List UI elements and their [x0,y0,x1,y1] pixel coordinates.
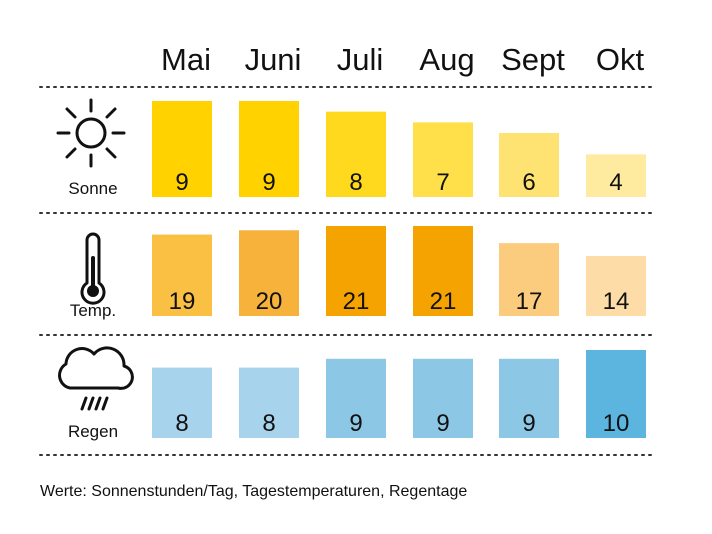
bar-regen-okt [586,350,646,438]
rain-cloud-icon [58,346,134,411]
row-label-temp: Temp. [70,301,116,320]
bar-sonne-juni [239,101,299,197]
bar-regen-sept [499,358,559,438]
value-label: 10 [603,410,630,437]
value-label: 17 [516,288,543,315]
month-label-juli: Juli [337,42,384,77]
value-label: 4 [609,169,622,196]
bar-temp-sept [499,243,559,316]
bar-temp-mai [152,234,212,316]
bar-sonne-sept [499,133,559,197]
bar-regen-juni [239,367,299,438]
month-label-juni: Juni [245,42,302,77]
value-label: 9 [436,410,449,437]
value-label: 21 [343,288,370,315]
value-label: 9 [522,410,535,437]
value-label: 14 [603,288,630,315]
footnote: Werte: Sonnenstunden/Tag, Tagestemperatu… [40,483,467,500]
bar-sonne-okt [586,154,646,197]
month-label-aug: Aug [419,42,474,77]
month-labels: Mai Juni Juli Aug Sept Okt [161,42,644,77]
value-label: 20 [256,288,283,315]
value-label: 7 [436,169,449,196]
bar-sonne-juli [326,111,386,197]
value-label: 8 [262,410,275,437]
bars-group: 9 9 8 7 6 4 19 20 21 21 17 14 8 8 9 9 9 10 [152,101,646,438]
bar-temp-aug [413,226,473,316]
bar-temp-juni [239,230,299,316]
bar-regen-mai [152,367,212,438]
bar-temp-juli [326,226,386,316]
bar-regen-juli [326,358,386,438]
value-label: 19 [169,288,196,315]
value-label: 9 [262,169,275,196]
month-label-mai: Mai [161,42,211,77]
value-label: 8 [175,410,188,437]
thermometer-icon [80,232,106,305]
month-label-okt: Okt [596,42,645,77]
row-label-sonne: Sonne [68,179,117,198]
sun-icon [56,98,126,168]
value-label: 21 [430,288,457,315]
value-label: 8 [349,169,362,196]
month-label-sept: Sept [501,42,565,77]
row-label-regen: Regen [68,422,118,441]
value-label: 9 [349,410,362,437]
bar-sonne-aug [413,122,473,197]
bar-regen-aug [413,358,473,438]
value-label: 9 [175,169,188,196]
bar-temp-okt [586,256,646,316]
value-label: 6 [522,169,535,196]
bar-sonne-mai [152,101,212,197]
